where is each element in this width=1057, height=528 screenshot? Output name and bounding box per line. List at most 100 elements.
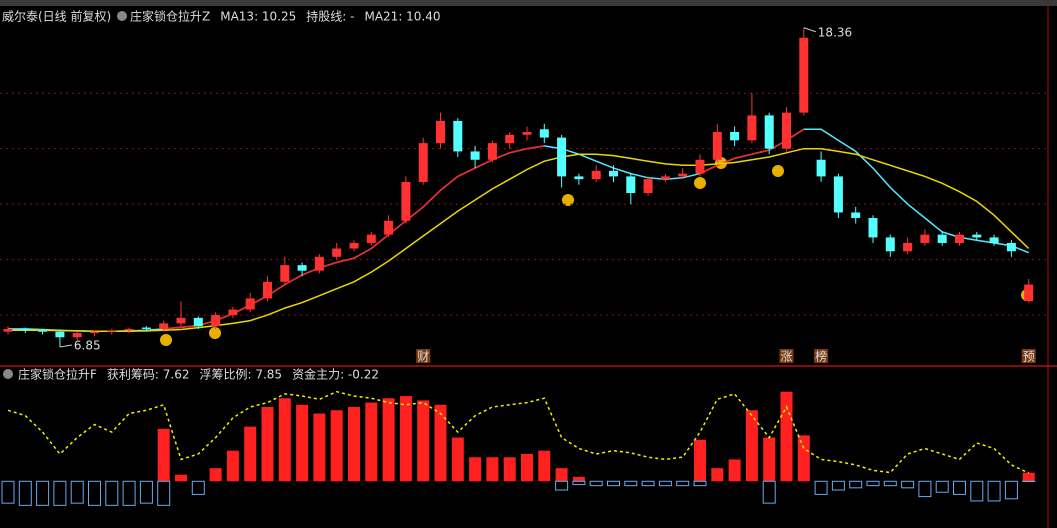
indicator-bar <box>693 480 707 487</box>
indicator-bar <box>139 480 153 504</box>
event-box <box>814 349 829 363</box>
indicator-bar <box>521 453 533 482</box>
indicator-bar <box>157 428 170 482</box>
candle-body <box>245 298 255 310</box>
indicator-bar <box>935 480 949 493</box>
indicator-bar <box>226 450 239 482</box>
candle-body <box>920 234 930 243</box>
indicator-bar <box>572 476 585 482</box>
candle-body <box>712 132 722 160</box>
event-box <box>416 349 431 363</box>
indicator-icon <box>117 11 127 21</box>
event-label: 涨 <box>780 349 792 364</box>
indicator-bar <box>901 480 915 489</box>
candle-body <box>297 265 307 271</box>
indicator-bar <box>122 480 136 506</box>
ma-line <box>8 147 1030 332</box>
indicator-bar <box>918 480 932 498</box>
indicator-bar <box>711 468 724 482</box>
candle-body <box>141 327 151 329</box>
indicator-bar <box>641 480 655 487</box>
min-label: 6.85 <box>74 338 101 352</box>
indicator-bar <box>780 391 793 482</box>
candle-body <box>487 143 497 160</box>
candle-body <box>314 256 324 271</box>
max-marker <box>803 27 816 33</box>
indicator-bar <box>157 480 171 506</box>
indicator-bar <box>538 450 551 482</box>
candle-body <box>1024 284 1034 302</box>
candle-body <box>972 234 982 238</box>
indicator-bar <box>762 480 776 504</box>
indicator-bar <box>607 480 620 487</box>
candle-body <box>263 281 272 299</box>
candle-body <box>574 176 584 180</box>
max-label: 18.36 <box>818 25 852 39</box>
candle-body <box>1006 242 1016 252</box>
indicator-bar <box>658 480 672 487</box>
candle-body <box>418 143 428 182</box>
indicator-bar <box>88 480 101 506</box>
indicator-bar <box>503 457 516 482</box>
candle-body <box>678 173 688 177</box>
candle-body <box>989 237 999 243</box>
indicator-bar <box>382 398 395 482</box>
candle-body <box>955 234 964 243</box>
event-box <box>779 349 794 363</box>
indicator-bar <box>814 480 828 495</box>
candle-body <box>176 317 186 324</box>
candle-body <box>3 328 13 332</box>
event-label: 预 <box>1023 350 1035 364</box>
legend-entry: MA21: 10.40 <box>364 10 440 24</box>
candle-body <box>730 132 740 141</box>
candle-body <box>816 159 826 177</box>
candle-body <box>20 328 30 331</box>
legend-entry: 资金主力: -0.22 <box>292 367 379 382</box>
indicator-bar <box>1022 472 1035 482</box>
indicator-bar <box>970 480 984 502</box>
indicator-bar <box>572 480 586 486</box>
candle-body <box>228 309 238 316</box>
candle-body <box>280 265 290 282</box>
candle-body <box>539 129 549 138</box>
legend-entry: 庄家锁仓拉升F <box>18 367 97 382</box>
indicator-bar <box>1004 480 1018 500</box>
indicator-bar <box>763 437 776 482</box>
indicator-bar <box>987 480 1001 502</box>
indicator-icon <box>3 369 13 379</box>
legend-entry: 庄家锁仓拉升Z <box>130 9 210 24</box>
legend-entry: 浮筹比例: 7.85 <box>199 368 282 382</box>
toolbar-strip <box>0 0 1057 6</box>
candle-body <box>764 115 774 149</box>
candle-body <box>332 248 342 257</box>
indicator-bar <box>694 439 706 482</box>
indicator-bar <box>36 480 50 506</box>
indicator-bar <box>18 480 32 506</box>
indicator-bar <box>434 404 447 482</box>
candle-body <box>643 179 653 194</box>
legend-entry: MA13: 10.25 <box>220 10 296 24</box>
chart-title: 威尔泰(日线 前复权) <box>2 9 111 24</box>
indicator-bar <box>883 480 897 487</box>
indicator-bar <box>70 480 84 504</box>
indicator-bar <box>105 480 119 506</box>
indicator-bar <box>728 459 741 482</box>
indicator-bar <box>555 468 568 482</box>
candle-body <box>695 159 705 174</box>
candle-body <box>782 112 791 149</box>
indicator-bar <box>53 480 67 506</box>
indicator-bar <box>313 413 326 482</box>
candle-body <box>833 176 843 213</box>
candle-body <box>626 176 636 194</box>
indicator-bar <box>365 402 378 482</box>
candle-body <box>851 212 861 219</box>
indicator-bar <box>244 426 257 482</box>
candle-body <box>349 242 359 249</box>
indicator-bar <box>330 410 343 482</box>
money-bag-icons <box>160 157 1033 346</box>
candle-body <box>799 37 809 113</box>
indicator-bar <box>399 396 412 482</box>
candle-body <box>557 137 567 177</box>
indicator-bar <box>953 480 966 495</box>
